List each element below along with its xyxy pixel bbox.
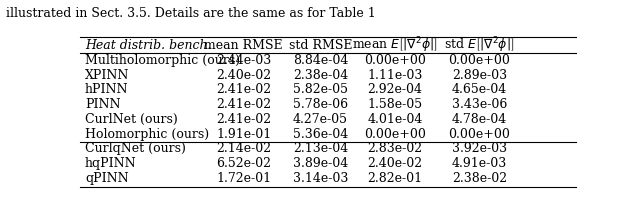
- Text: 4.01e-04: 4.01e-04: [367, 113, 422, 126]
- Text: PINN: PINN: [85, 98, 120, 111]
- Text: 4.78e-04: 4.78e-04: [452, 113, 507, 126]
- Text: Heat distrib. bench.: Heat distrib. bench.: [85, 39, 211, 52]
- Text: 5.36e-04: 5.36e-04: [293, 128, 348, 141]
- Text: std RMSE: std RMSE: [289, 39, 352, 52]
- Text: 3.43e-06: 3.43e-06: [452, 98, 507, 111]
- Text: 1.11e-03: 1.11e-03: [367, 69, 422, 81]
- Text: 2.40e-02: 2.40e-02: [367, 157, 422, 170]
- Text: 2.38e-04: 2.38e-04: [293, 69, 348, 81]
- Text: std $E\left[|\nabla^2\phi|\right]$: std $E\left[|\nabla^2\phi|\right]$: [444, 36, 515, 55]
- Text: 2.41e-02: 2.41e-02: [216, 98, 271, 111]
- Text: mean $E\left[|\nabla^2\phi|\right]$: mean $E\left[|\nabla^2\phi|\right]$: [352, 36, 438, 55]
- Text: qPINN: qPINN: [85, 172, 129, 185]
- Text: 2.92e-04: 2.92e-04: [367, 83, 422, 96]
- Text: 0.00e+00: 0.00e+00: [364, 128, 426, 141]
- Text: 2.83e-02: 2.83e-02: [367, 142, 422, 155]
- Text: 1.91e-01: 1.91e-01: [216, 128, 271, 141]
- Text: illustrated in Sect. 3.5. Details are the same as for Table 1: illustrated in Sect. 3.5. Details are th…: [6, 7, 376, 19]
- Text: mean RMSE: mean RMSE: [204, 39, 283, 52]
- Text: 2.44e-03: 2.44e-03: [216, 54, 271, 67]
- Text: 3.92e-03: 3.92e-03: [452, 142, 507, 155]
- Text: 3.14e-03: 3.14e-03: [293, 172, 348, 185]
- Text: 2.14e-02: 2.14e-02: [216, 142, 271, 155]
- Text: 2.41e-02: 2.41e-02: [216, 113, 271, 126]
- Text: 1.58e-05: 1.58e-05: [367, 98, 422, 111]
- Text: 5.78e-06: 5.78e-06: [293, 98, 348, 111]
- Text: 2.40e-02: 2.40e-02: [216, 69, 271, 81]
- Text: hqPINN: hqPINN: [85, 157, 136, 170]
- Text: 0.00e+00: 0.00e+00: [449, 54, 510, 67]
- Text: 2.41e-02: 2.41e-02: [216, 83, 271, 96]
- Text: 4.65e-04: 4.65e-04: [452, 83, 507, 96]
- Text: 8.84e-04: 8.84e-04: [293, 54, 348, 67]
- Text: 4.91e-03: 4.91e-03: [452, 157, 507, 170]
- Text: Holomorphic (ours): Holomorphic (ours): [85, 128, 209, 141]
- Text: 2.38e-02: 2.38e-02: [452, 172, 507, 185]
- Text: 6.52e-02: 6.52e-02: [216, 157, 271, 170]
- Text: Multiholomorphic (ours): Multiholomorphic (ours): [85, 54, 240, 67]
- Text: 3.89e-04: 3.89e-04: [293, 157, 348, 170]
- Text: 0.00e+00: 0.00e+00: [449, 128, 510, 141]
- Text: 2.89e-03: 2.89e-03: [452, 69, 507, 81]
- Text: hPINN: hPINN: [85, 83, 129, 96]
- Text: 2.82e-01: 2.82e-01: [367, 172, 422, 185]
- Text: 2.13e-04: 2.13e-04: [293, 142, 348, 155]
- Text: 1.72e-01: 1.72e-01: [216, 172, 271, 185]
- Text: 5.82e-05: 5.82e-05: [293, 83, 348, 96]
- Text: XPINN: XPINN: [85, 69, 129, 81]
- Text: 4.27e-05: 4.27e-05: [293, 113, 348, 126]
- Text: CurlNet (ours): CurlNet (ours): [85, 113, 178, 126]
- Text: 0.00e+00: 0.00e+00: [364, 54, 426, 67]
- Text: CurlqNet (ours): CurlqNet (ours): [85, 142, 186, 155]
